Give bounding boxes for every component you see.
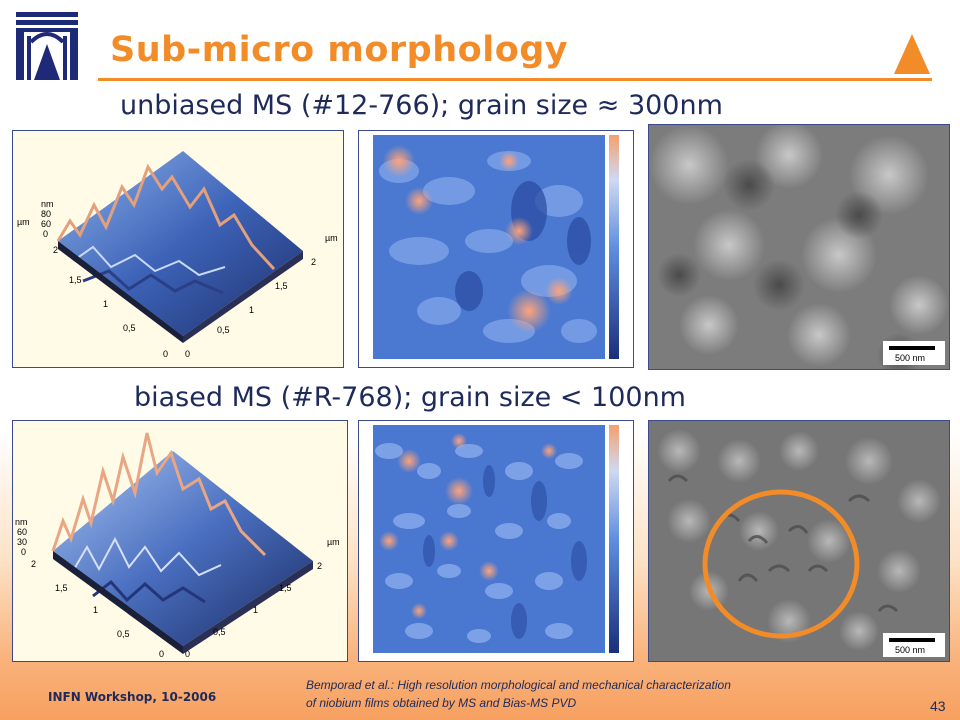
afm1-tick-80: 80 — [41, 209, 51, 219]
afm2-tick-30: 30 — [17, 537, 27, 547]
afm1-tick-um-left: µm — [17, 217, 30, 227]
afm1-tick-nm: nm — [41, 199, 54, 209]
afm1-tick-1: 1 — [103, 299, 108, 309]
afm2-tick-0-5-right: 0,5 — [213, 627, 226, 637]
sem-scale-label-unbiased: 500 nm — [895, 353, 925, 363]
section-heading-unbiased: unbiased MS (#12-766); grain size ≈ 300n… — [120, 90, 723, 121]
afm1-tick-1-5: 1,5 — [69, 275, 82, 285]
afm2-tick-1: 1 — [93, 605, 98, 615]
sem-image-unbiased: 500 nm — [648, 124, 950, 370]
afm-3d-image-biased: nm 60 30 0 2 1,5 1 0,5 0 0 0,5 1 1,5 2 µ… — [12, 420, 348, 662]
triangle-icon — [894, 34, 930, 74]
page-title: Sub-micro morphology — [110, 30, 569, 70]
afm-topview-image-unbiased — [358, 130, 634, 368]
afm2-tick-0: 0 — [21, 547, 26, 557]
afm2-tick-0-left: 0 — [159, 649, 164, 659]
footer-reference: Bemporad et al.: High resolution morphol… — [306, 676, 866, 712]
section-heading-biased: biased MS (#R-768); grain size < 100nm — [134, 382, 686, 413]
title-underline — [98, 78, 932, 81]
afm1-tick-um-right: µm — [325, 233, 338, 243]
afm-3d-image-unbiased: nm 80 60 0 µm 2 1,5 1 0,5 0 0 0,5 1 1,5 … — [12, 130, 344, 368]
footer-event: INFN Workshop, 10-2006 — [48, 690, 217, 704]
afm2-tick-0-right: 0 — [185, 649, 190, 659]
footer-reference-line2: of niobium films obtained by MS and Bias… — [306, 696, 577, 710]
afm-topview-image-biased — [358, 420, 634, 662]
sem-image-biased: 500 nm — [648, 420, 950, 662]
afm2-tick-2-right: 2 — [317, 561, 322, 571]
afm2-tick-1-right: 1 — [253, 605, 258, 615]
afm1-tick-60: 60 — [41, 219, 51, 229]
afm1-tick-0-left: 0 — [163, 349, 168, 359]
sem-scale-label-biased: 500 nm — [895, 645, 925, 655]
afm1-tick-2-right: 2 — [311, 257, 316, 267]
afm1-tick-1-right: 1 — [249, 305, 254, 315]
footer-reference-line1: Bemporad et al.: High resolution morphol… — [306, 678, 731, 692]
afm1-tick-0-5: 0,5 — [123, 323, 136, 333]
afm2-tick-um: µm — [327, 537, 340, 547]
afm1-tick-0-5-right: 0,5 — [217, 325, 230, 335]
afm1-tick-0-right: 0 — [185, 349, 190, 359]
afm1-tick-2: 2 — [53, 245, 58, 255]
highlight-ellipse — [702, 489, 860, 639]
afm2-tick-1-5-right: 1,5 — [279, 583, 292, 593]
institution-logo — [14, 10, 80, 82]
afm1-tick-1-5-right: 1,5 — [275, 281, 288, 291]
afm2-tick-60: 60 — [17, 527, 27, 537]
page-number: 43 — [930, 698, 946, 714]
afm2-tick-0-5: 0,5 — [117, 629, 130, 639]
afm2-tick-2: 2 — [31, 559, 36, 569]
afm2-tick-nm: nm — [15, 517, 28, 527]
afm1-tick-0: 0 — [43, 229, 48, 239]
afm2-tick-1-5: 1,5 — [55, 583, 68, 593]
